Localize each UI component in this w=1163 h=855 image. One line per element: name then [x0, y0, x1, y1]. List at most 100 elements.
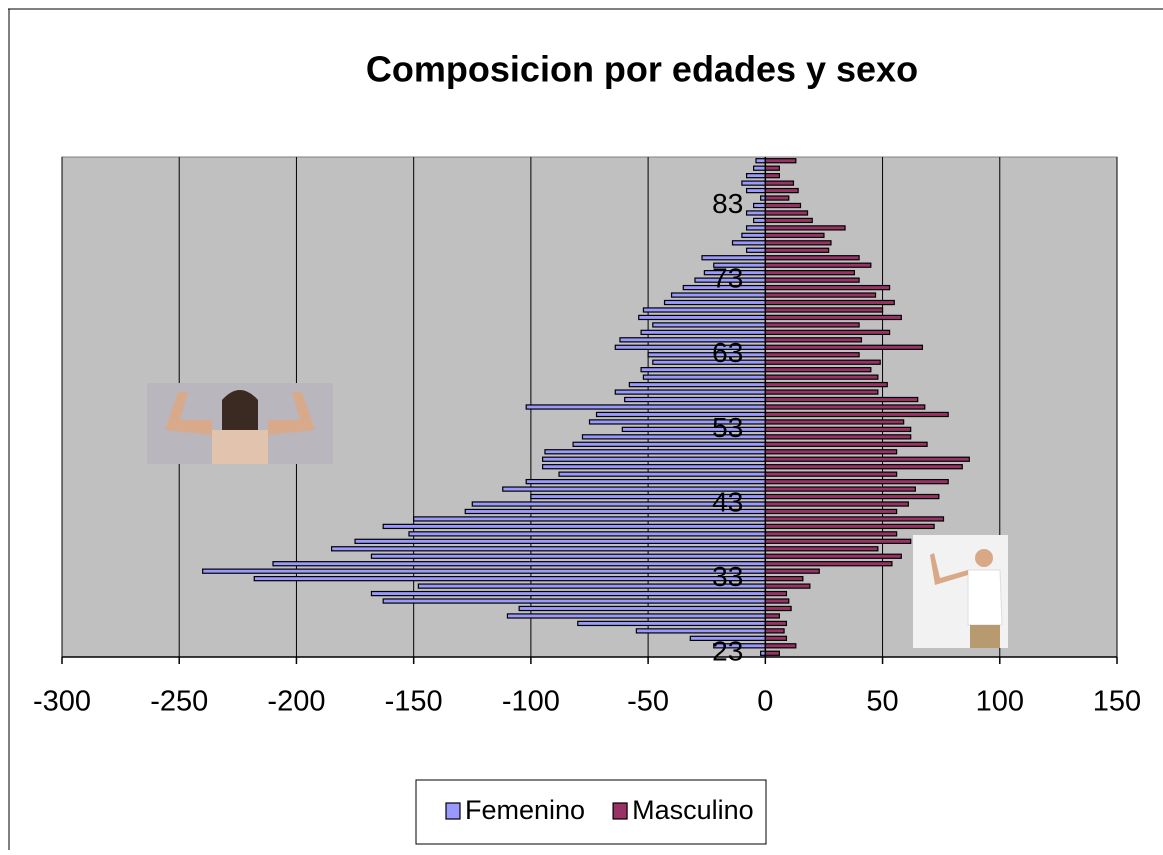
x-tick-label: -100 [502, 686, 560, 718]
bar [765, 159, 795, 163]
legend-label: Femenino [465, 795, 585, 825]
bar [641, 368, 765, 372]
y-tick-label: 33 [712, 561, 743, 592]
bar [754, 203, 766, 207]
bar [765, 629, 784, 633]
bar [765, 495, 938, 499]
bar [765, 599, 788, 603]
bar [765, 315, 901, 319]
y-tick-label: 43 [712, 486, 743, 517]
bar [765, 271, 854, 275]
bar [765, 397, 917, 401]
photo-man [913, 535, 1008, 648]
bar [765, 614, 779, 618]
bar [747, 248, 766, 252]
bar [702, 256, 765, 260]
bar [765, 636, 786, 640]
bar [203, 569, 766, 573]
x-tick-label: 50 [866, 686, 898, 718]
bar [765, 181, 793, 185]
bar [765, 263, 871, 267]
bar [733, 241, 766, 245]
bar [765, 166, 779, 170]
bar [756, 159, 765, 163]
bar [765, 196, 788, 200]
bar [765, 360, 880, 364]
bar [765, 465, 962, 469]
bar [765, 435, 910, 439]
bar [641, 330, 765, 334]
bar [747, 226, 766, 230]
bar [765, 562, 892, 566]
legend-label: Masculino [632, 795, 754, 825]
x-tick-label: -300 [33, 686, 91, 718]
bar [672, 293, 766, 297]
bar [615, 390, 765, 394]
bar [620, 338, 765, 342]
bar [765, 330, 889, 334]
bar [765, 420, 903, 424]
bar [765, 248, 828, 252]
bar [765, 487, 915, 491]
legend-swatch [613, 803, 627, 819]
bar [507, 614, 765, 618]
bar [765, 592, 786, 596]
bar [747, 174, 766, 178]
bar [765, 412, 948, 416]
bar [765, 569, 819, 573]
bar [665, 300, 766, 304]
bar [765, 539, 910, 543]
bar [765, 524, 934, 528]
bar [332, 547, 766, 551]
bar [765, 405, 924, 409]
x-tick-label: -200 [267, 686, 325, 718]
bar [559, 472, 765, 476]
bar [765, 383, 887, 387]
bar [765, 256, 859, 260]
bar [526, 405, 765, 409]
bar [765, 390, 878, 394]
bar [765, 442, 927, 446]
bar [765, 472, 896, 476]
x-tick-label: -50 [627, 686, 669, 718]
bar [765, 278, 859, 282]
bar [371, 554, 765, 558]
bar [765, 345, 922, 349]
bar [765, 226, 845, 230]
bar [765, 517, 943, 521]
bar [765, 293, 875, 297]
bar [765, 621, 786, 625]
y-tick-label: 63 [712, 337, 743, 368]
bar [765, 554, 901, 558]
bar [765, 375, 878, 379]
y-tick-label: 73 [712, 263, 743, 294]
bar [765, 353, 859, 357]
bar [578, 621, 766, 625]
chart-title: Composicion por edades y sexo [366, 49, 918, 90]
bar [765, 338, 861, 342]
bar [742, 233, 765, 237]
bar [765, 368, 871, 372]
bar [648, 353, 765, 357]
bar [643, 308, 765, 312]
bar [653, 360, 766, 364]
bar [355, 539, 765, 543]
bar [765, 233, 824, 237]
bar [625, 397, 766, 401]
bar [543, 457, 766, 461]
bar [636, 629, 765, 633]
bar [765, 241, 831, 245]
bar [765, 584, 810, 588]
bar [519, 606, 765, 610]
bar [765, 218, 812, 222]
bar [543, 465, 766, 469]
bar [754, 166, 766, 170]
bar [747, 211, 766, 215]
x-tick-label: 0 [757, 686, 773, 718]
legend-swatch [446, 803, 460, 819]
bar [414, 517, 766, 521]
bar [573, 442, 765, 446]
x-tick-label: -250 [150, 686, 208, 718]
x-tick-label: 150 [1093, 686, 1141, 718]
bar [754, 218, 766, 222]
